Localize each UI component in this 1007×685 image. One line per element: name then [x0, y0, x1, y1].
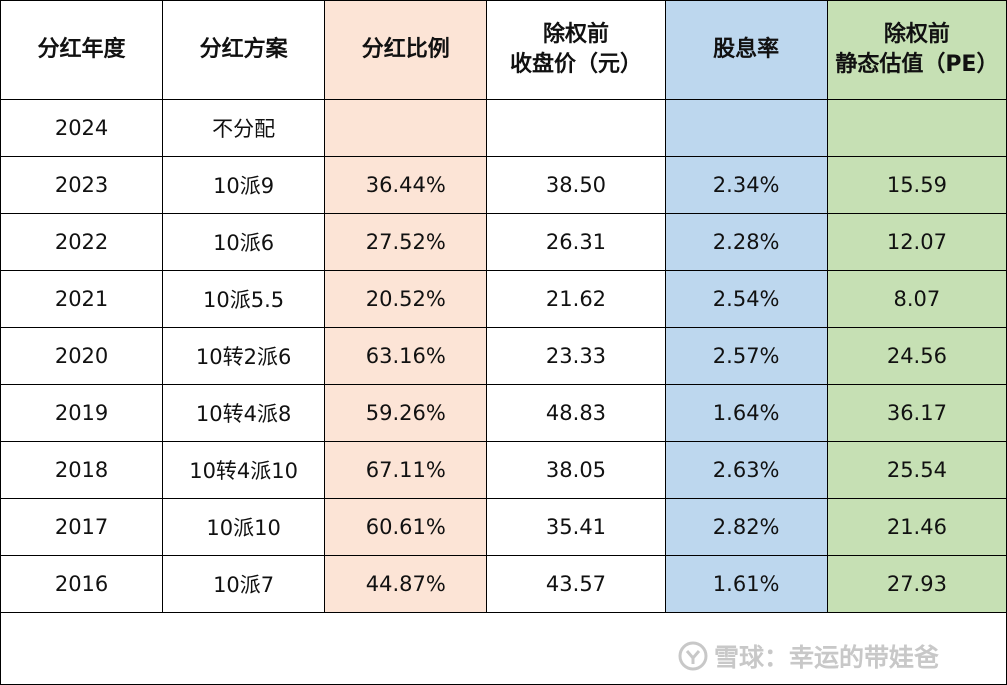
cell-close-price: 38.05 [486, 441, 666, 499]
cell-plan: 10转4派10 [162, 441, 326, 499]
header-row: 分红年度 分红方案 分红比例 除权前 收盘价（元） 股息率 除权前 静态估值（PE） [0, 0, 1007, 100]
cell-dividend-yield: 2.63% [664, 441, 828, 499]
cell-plan: 10派9 [162, 156, 326, 214]
cell-payout-ratio: 44.87% [324, 555, 488, 613]
header-static-pe: 除权前 静态估值（PE） [826, 0, 1007, 100]
table-row: 2024 不分配 [0, 99, 1007, 157]
cell-dividend-yield: 1.61% [664, 555, 828, 613]
cell-plan: 10转4派8 [162, 384, 326, 442]
cell-plan: 10转2派6 [162, 327, 326, 385]
cell-close-price: 43.57 [486, 555, 666, 613]
cell-year: 2024 [0, 99, 164, 157]
cell-plan: 10派10 [162, 498, 326, 556]
table-row: 2022 10派6 27.52% 26.31 2.28% 12.07 [0, 213, 1007, 271]
cell-plan: 不分配 [162, 99, 326, 157]
cell-close-price: 23.33 [486, 327, 666, 385]
cell-close-price [486, 99, 666, 157]
cell-close-price: 26.31 [486, 213, 666, 271]
cell-dividend-yield: 1.64% [664, 384, 828, 442]
cell-plan: 10派7 [162, 555, 326, 613]
cell-payout-ratio: 59.26% [324, 384, 488, 442]
cell-payout-ratio: 63.16% [324, 327, 488, 385]
cell-payout-ratio: 20.52% [324, 270, 488, 328]
cell-dividend-yield: 2.34% [664, 156, 828, 214]
cell-close-price: 38.50 [486, 156, 666, 214]
cell-payout-ratio: 36.44% [324, 156, 488, 214]
cell-close-price: 48.83 [486, 384, 666, 442]
table-row: 2016 10派7 44.87% 43.57 1.61% 27.93 [0, 555, 1007, 613]
watermark-text: 雪球：幸运的带娃爸 [714, 643, 940, 672]
cell-dividend-yield: 2.28% [664, 213, 828, 271]
cell-static-pe: 27.93 [826, 555, 1007, 613]
cell-static-pe: 12.07 [826, 213, 1007, 271]
cell-plan: 10派5.5 [162, 270, 326, 328]
cell-year: 2019 [0, 384, 164, 442]
table-row: 2018 10转4派10 67.11% 38.05 2.63% 25.54 [0, 441, 1007, 499]
table-row: 2021 10派5.5 20.52% 21.62 2.54% 8.07 [0, 270, 1007, 328]
cell-static-pe: 8.07 [826, 270, 1007, 328]
cell-static-pe: 36.17 [826, 384, 1007, 442]
cell-year: 2018 [0, 441, 164, 499]
cell-static-pe [826, 99, 1007, 157]
watermark: 雪球：幸运的带娃爸 [678, 636, 939, 676]
cell-payout-ratio: 60.61% [324, 498, 488, 556]
cell-static-pe: 15.59 [826, 156, 1007, 214]
table-row: 2023 10派9 36.44% 38.50 2.34% 15.59 [0, 156, 1007, 214]
cell-payout-ratio: 67.11% [324, 441, 488, 499]
header-year: 分红年度 [0, 0, 164, 100]
cell-year: 2022 [0, 213, 164, 271]
cell-year: 2016 [0, 555, 164, 613]
header-close-price: 除权前 收盘价（元） [486, 0, 666, 100]
cell-close-price: 21.62 [486, 270, 666, 328]
cell-dividend-yield: 2.82% [664, 498, 828, 556]
cell-year: 2021 [0, 270, 164, 328]
cell-year: 2023 [0, 156, 164, 214]
cell-static-pe: 24.56 [826, 327, 1007, 385]
header-payout-ratio: 分红比例 [324, 0, 488, 100]
header-dividend-yield: 股息率 [664, 0, 828, 100]
dividend-table: 分红年度 分红方案 分红比例 除权前 收盘价（元） 股息率 除权前 静态估值（PE）… [0, 0, 1007, 613]
cell-static-pe: 21.46 [826, 498, 1007, 556]
cell-payout-ratio: 27.52% [324, 213, 488, 271]
cell-static-pe: 25.54 [826, 441, 1007, 499]
cell-dividend-yield: 2.57% [664, 327, 828, 385]
table-row: 2017 10派10 60.61% 35.41 2.82% 21.46 [0, 498, 1007, 556]
cell-year: 2017 [0, 498, 164, 556]
cell-dividend-yield: 2.54% [664, 270, 828, 328]
cell-plan: 10派6 [162, 213, 326, 271]
cell-dividend-yield [664, 99, 828, 157]
cell-close-price: 35.41 [486, 498, 666, 556]
xueqiu-logo-icon [678, 641, 708, 671]
header-plan: 分红方案 [162, 0, 326, 100]
table-row: 2019 10转4派8 59.26% 48.83 1.64% 36.17 [0, 384, 1007, 442]
cell-payout-ratio [324, 99, 488, 157]
cell-year: 2020 [0, 327, 164, 385]
table-row: 2020 10转2派6 63.16% 23.33 2.57% 24.56 [0, 327, 1007, 385]
